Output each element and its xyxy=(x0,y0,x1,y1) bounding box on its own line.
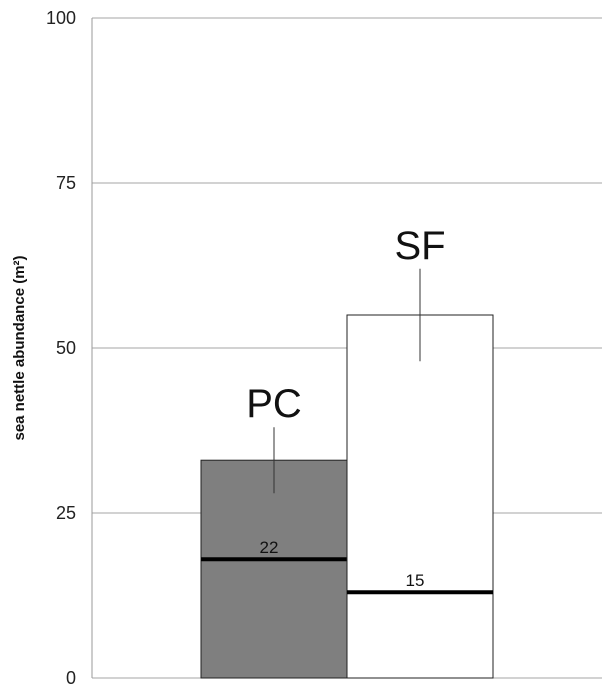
bar-sf xyxy=(346,314,494,679)
median-label-sf: 15 xyxy=(406,571,425,590)
y-axis-ticks: 0 25 50 75 100 xyxy=(46,8,76,688)
bar-pc xyxy=(200,459,348,679)
y-tick-label: 0 xyxy=(66,668,76,688)
y-tick-label: 25 xyxy=(56,503,76,523)
y-tick-label: 75 xyxy=(56,173,76,193)
median-label-pc: 22 xyxy=(260,538,279,557)
y-tick-label: 100 xyxy=(46,8,76,28)
y-tick-label: 50 xyxy=(56,338,76,358)
bar-label-pc: PC xyxy=(246,382,302,426)
bar-label-sf: SF xyxy=(394,224,445,268)
y-axis-label: sea nettle abundance (m²) xyxy=(11,255,28,440)
bars: PC 22 SF 15 xyxy=(200,224,494,679)
